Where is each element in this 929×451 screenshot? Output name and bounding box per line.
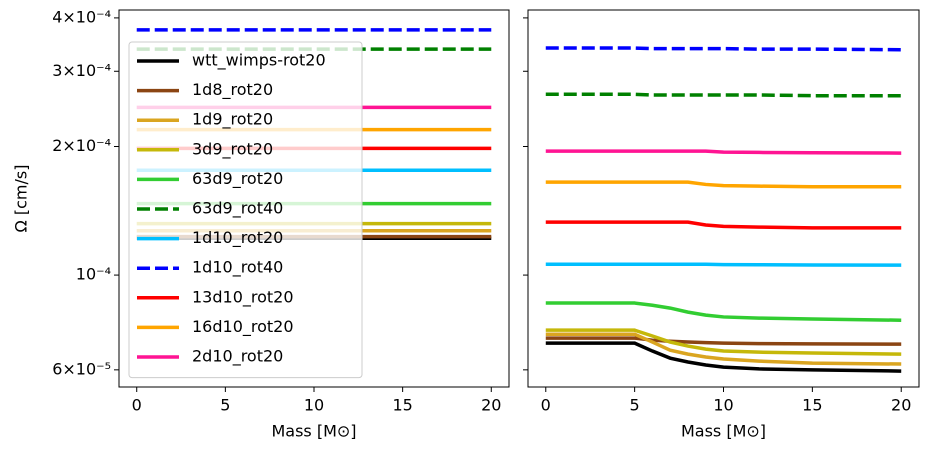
x-axis-label: Mass [M⊙] bbox=[271, 422, 356, 441]
y-tick-label: 6×10⁻⁵ bbox=[52, 359, 111, 378]
legend-box bbox=[128, 41, 363, 379]
series-line bbox=[545, 328, 902, 356]
legend-label: 63d9_rot40 bbox=[192, 199, 283, 219]
series-line bbox=[545, 92, 902, 98]
series-line bbox=[545, 262, 902, 267]
x-tick-label: 0 bbox=[132, 396, 142, 415]
legend-label: 3d9_rot20 bbox=[192, 139, 273, 159]
y-tick-label: 10⁻⁴ bbox=[76, 265, 111, 284]
series-line bbox=[545, 341, 902, 373]
x-tick-label: 10 bbox=[713, 396, 733, 415]
x-tick-label: 20 bbox=[481, 396, 501, 415]
legend-label: 16d10_rot20 bbox=[192, 317, 294, 337]
axes-frame bbox=[118, 9, 510, 388]
x-tick-label: 15 bbox=[392, 396, 412, 415]
y-tick-label: 2×10⁻⁴ bbox=[52, 136, 111, 155]
x-tick-label: 5 bbox=[630, 396, 640, 415]
x-tick-label: 15 bbox=[802, 396, 822, 415]
series-line bbox=[545, 301, 902, 322]
series-line bbox=[545, 180, 902, 189]
series-line bbox=[545, 332, 902, 366]
x-axis-label: Mass [M⊙] bbox=[681, 422, 766, 441]
x-tick-label: 0 bbox=[541, 396, 551, 415]
series-line bbox=[545, 220, 902, 230]
legend-label: 1d10_rot20 bbox=[192, 228, 283, 248]
plot-area bbox=[545, 46, 902, 373]
x-tick-label: 20 bbox=[891, 396, 911, 415]
legend-label: 2d10_rot20 bbox=[192, 347, 283, 367]
series-line bbox=[545, 46, 902, 52]
x-tick-label: 5 bbox=[220, 396, 230, 415]
legend-label: 1d8_rot20 bbox=[192, 80, 273, 100]
axes-frame bbox=[527, 9, 920, 388]
legend-label: 1d9_rot20 bbox=[192, 110, 273, 130]
y-tick-label: 4×10⁻⁴ bbox=[52, 7, 111, 26]
series-line bbox=[545, 149, 902, 155]
legend-label: wtt_wimps-rot20 bbox=[192, 51, 326, 71]
legend-label: 63d9_rot20 bbox=[192, 169, 283, 189]
y-axis-label: Ω [cm/s] bbox=[12, 165, 31, 233]
x-tick-label: 10 bbox=[304, 396, 324, 415]
legend-label: 1d10_rot40 bbox=[192, 258, 283, 278]
legend-label: 13d10_rot20 bbox=[192, 287, 294, 307]
y-tick-label: 3×10⁻⁴ bbox=[52, 61, 111, 80]
series-line bbox=[545, 336, 902, 346]
